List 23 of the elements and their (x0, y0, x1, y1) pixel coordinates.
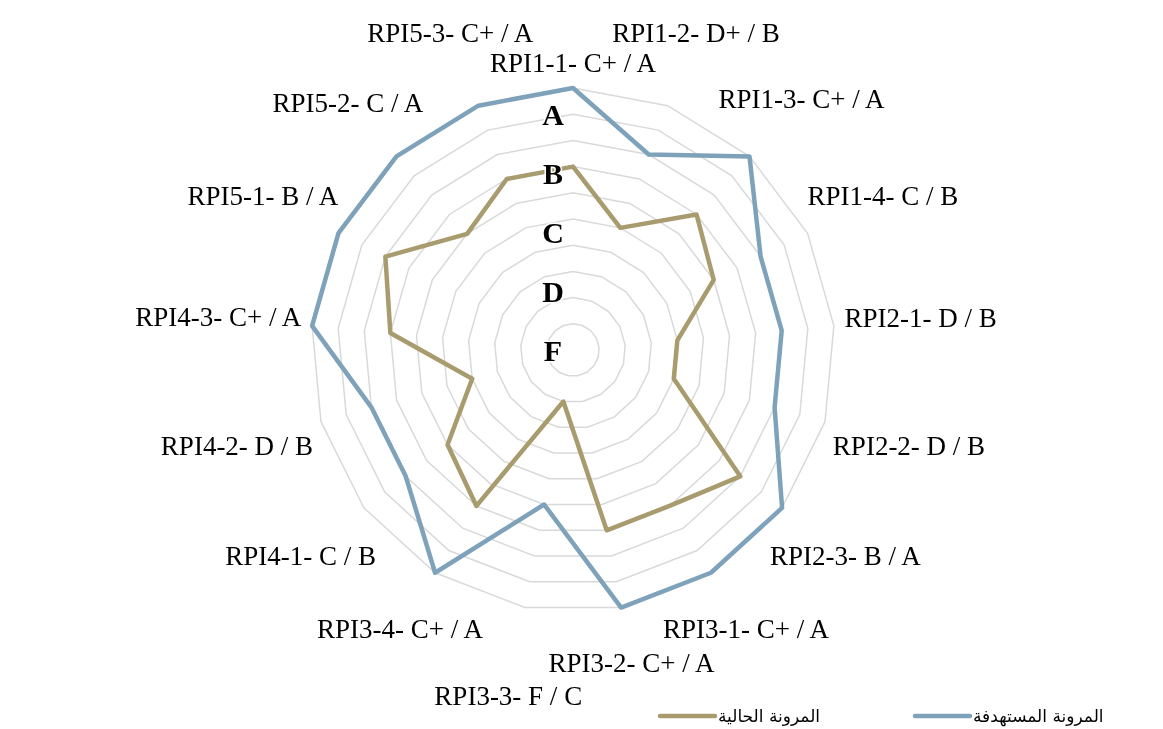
spoke-label: RPI2-2- D / B (832, 430, 986, 461)
spoke-label: RPI5-1- B / A (187, 180, 339, 211)
legend-label: المرونة المستهدفة (973, 706, 1104, 727)
spoke-label: RPI4-2- D / B (160, 430, 314, 461)
text: F (543, 333, 563, 367)
spoke-label: RPI4-1- C / B (225, 540, 377, 571)
spoke-label: RPI2-1- D / B (844, 302, 997, 333)
text: A (542, 97, 565, 131)
spoke-label: RPI3-4- C+ / A (317, 614, 484, 645)
spoke-label: RPI1-2- D+ / B (612, 17, 780, 48)
spoke-label: RPI2-3- B / A (770, 540, 922, 571)
spoke-label: RPI1-1- C+ / A (490, 48, 657, 78)
spoke-label: RPI5-2- C / A (272, 88, 424, 119)
spoke-label: RPI3-2- C+ / A (548, 647, 715, 678)
spoke-label: RPI3-1- C+ / A (662, 614, 830, 645)
spoke-label: RPI5-3- C+ / A (367, 17, 534, 48)
spoke-label: RPI4-3- C+ / A (135, 302, 302, 333)
text: C (542, 215, 564, 249)
spoke-label: RPI1-4- C / B (807, 180, 959, 211)
spoke-label: RPI3-3- F / C (434, 681, 583, 712)
legend-label: المرونة الحالية (718, 706, 821, 726)
spoke-label: RPI1-3- C+ / A (718, 84, 885, 115)
text: D (542, 274, 564, 308)
